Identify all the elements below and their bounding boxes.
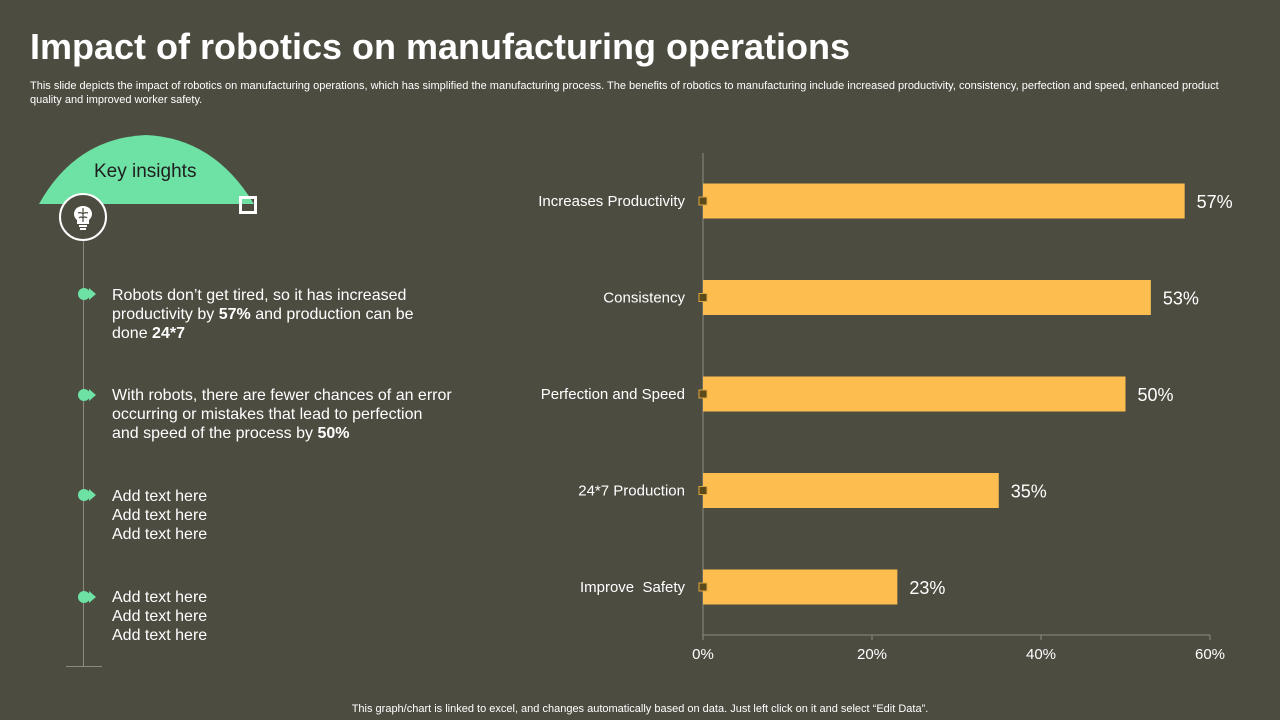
bar-marker [698,293,708,302]
bullet-chevron-icon [78,591,96,603]
data-label: 50% [1138,385,1174,405]
bar[interactable] [703,280,1151,315]
data-label: 53% [1163,289,1199,309]
category-label: Increases Productivity [538,193,685,210]
data-label: 23% [909,578,945,598]
placeholder-line[interactable]: Add text here [112,627,208,644]
bar[interactable] [703,183,1185,219]
bar-marker [698,389,708,399]
category-label: Consistency [603,290,685,307]
placeholder-line[interactable]: Add text here [112,526,208,543]
bar[interactable] [703,569,898,605]
page-title: Impact of robotics on manufacturing oper… [30,26,851,67]
brain-lightbulb-icon [59,193,107,241]
category-label: Perfection and Speed [541,386,685,403]
x-tick-label: 20% [857,646,887,663]
bullet-chevron-icon [78,489,96,501]
category-label: Improve Safety [580,579,686,596]
decorative-square-icon [239,196,257,214]
placeholder-line[interactable]: Add text here [112,507,208,524]
page-subtitle: This slide depicts the impact of robotic… [30,80,1219,106]
bar-marker [698,486,708,495]
insight-bullet-2: With robots, there are fewer chances of … [112,387,452,442]
bar[interactable] [703,473,999,508]
bullet-chevron-icon [78,288,96,300]
bullet-chevron-icon [78,389,96,401]
x-tick-label: 40% [1026,646,1056,663]
placeholder-line[interactable]: Add text here [112,608,208,625]
placeholder-bullet-2[interactable]: Add text here Add text here Add text her… [112,588,452,645]
key-insights-arc [39,135,254,204]
key-insights-heading: Key insights [94,161,197,182]
footnote: This graph/chart is linked to excel, and… [351,703,929,715]
x-tick-label: 60% [1195,646,1225,663]
placeholder-bullet-1[interactable]: Add text here Add text here Add text her… [112,487,452,544]
timeline-line [83,241,84,667]
timeline-end [66,666,102,667]
insight-bullet-1: Robots don’t get tired, so it has increa… [112,287,414,342]
data-label: 35% [1011,482,1047,502]
category-label: 24*7 Production [578,483,685,500]
x-tick-label: 0% [692,646,714,663]
data-label: 57% [1197,192,1233,212]
bar-marker [698,582,708,592]
placeholder-line[interactable]: Add text here [112,488,208,505]
placeholder-line[interactable]: Add text here [112,589,208,606]
bar[interactable] [703,376,1126,412]
bar-marker [698,196,708,206]
